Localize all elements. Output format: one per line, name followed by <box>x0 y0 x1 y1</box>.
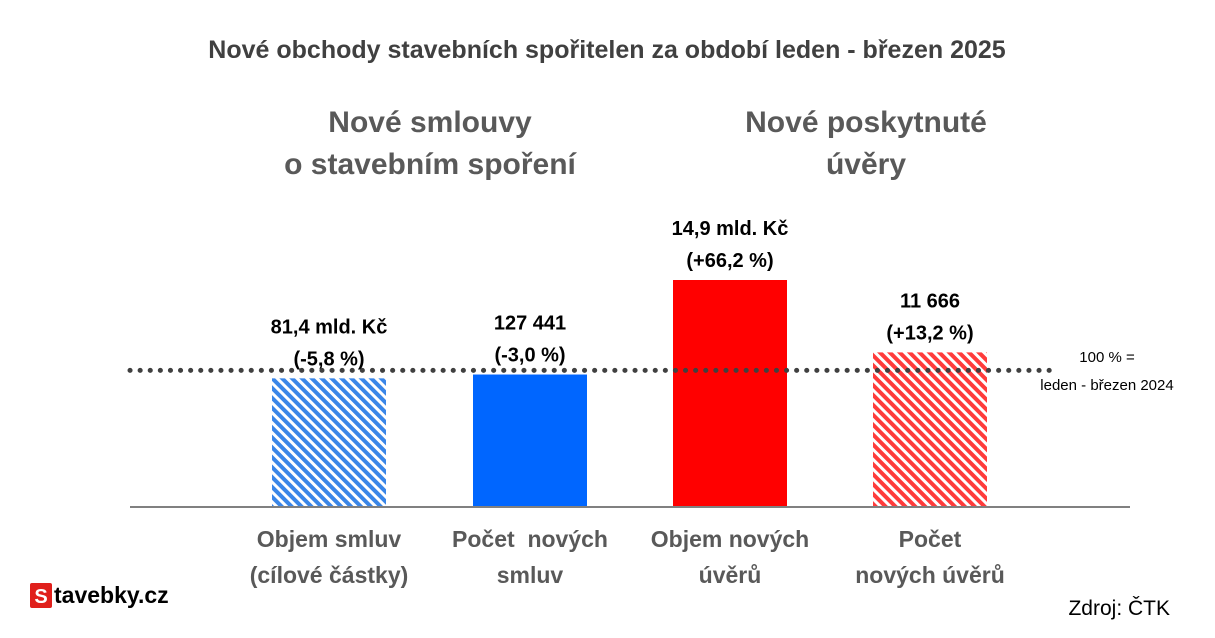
bar-3 <box>673 280 787 507</box>
data-labels: 81,4 mld. Kč (-5,8 %) 127 441 (-3,0 %) 14,9 … <box>271 218 974 370</box>
data-label-4-line2: (+13,2 %) <box>886 322 973 344</box>
category-label-3-line2: úvěrů <box>699 562 762 588</box>
data-label-3-line1: 14,9 mld. Kč <box>672 218 789 240</box>
logo: S tavebky.cz <box>30 582 169 608</box>
category-label-4-line2: nových úvěrů <box>855 562 1005 588</box>
chart-title: Nové obchody stavebních spořitelen za ob… <box>208 36 1005 64</box>
category-label-1-line2: (cílové částky) <box>250 562 409 588</box>
category-label-3-line1: Objem nových <box>651 526 809 552</box>
bar-2 <box>473 374 587 507</box>
data-label-1-line1: 81,4 mld. Kč <box>271 316 388 338</box>
logo-text: tavebky.cz <box>54 582 169 608</box>
source-note: Zdroj: ČTK <box>1068 597 1170 620</box>
category-label-4-line1: Počet <box>899 526 962 552</box>
category-label-2-line1: Počet nových <box>452 526 608 552</box>
group-title-contracts-line1: Nové smlouvy <box>328 106 532 139</box>
data-label-1-line2: (-5,8 %) <box>293 348 364 370</box>
category-labels: Objem smluv (cílové částky) Počet nových sm… <box>250 526 1005 588</box>
reference-note-line2: leden - březen 2024 <box>1040 377 1173 394</box>
data-label-2-line2: (-3,0 %) <box>494 345 565 367</box>
data-label-4-line1: 11 666 <box>900 290 960 312</box>
data-label-3-line2: (+66,2 %) <box>686 250 773 272</box>
group-title-loans-line1: Nové poskytnuté <box>745 106 987 139</box>
reference-note-line1: 100 % = <box>1079 349 1135 366</box>
category-label-1-line1: Objem smluv <box>257 526 402 552</box>
group-title-contracts-line2: o stavebním spoření <box>284 148 577 181</box>
group-title-loans-line2: úvěry <box>826 148 906 181</box>
bar-1 <box>272 378 386 507</box>
bar-4 <box>873 352 987 507</box>
data-label-2-line1: 127 441 <box>494 313 566 335</box>
category-label-2-line2: smluv <box>497 562 564 588</box>
bars <box>272 280 987 507</box>
logo-badge-letter: S <box>34 586 47 608</box>
logo-badge <box>30 583 52 608</box>
